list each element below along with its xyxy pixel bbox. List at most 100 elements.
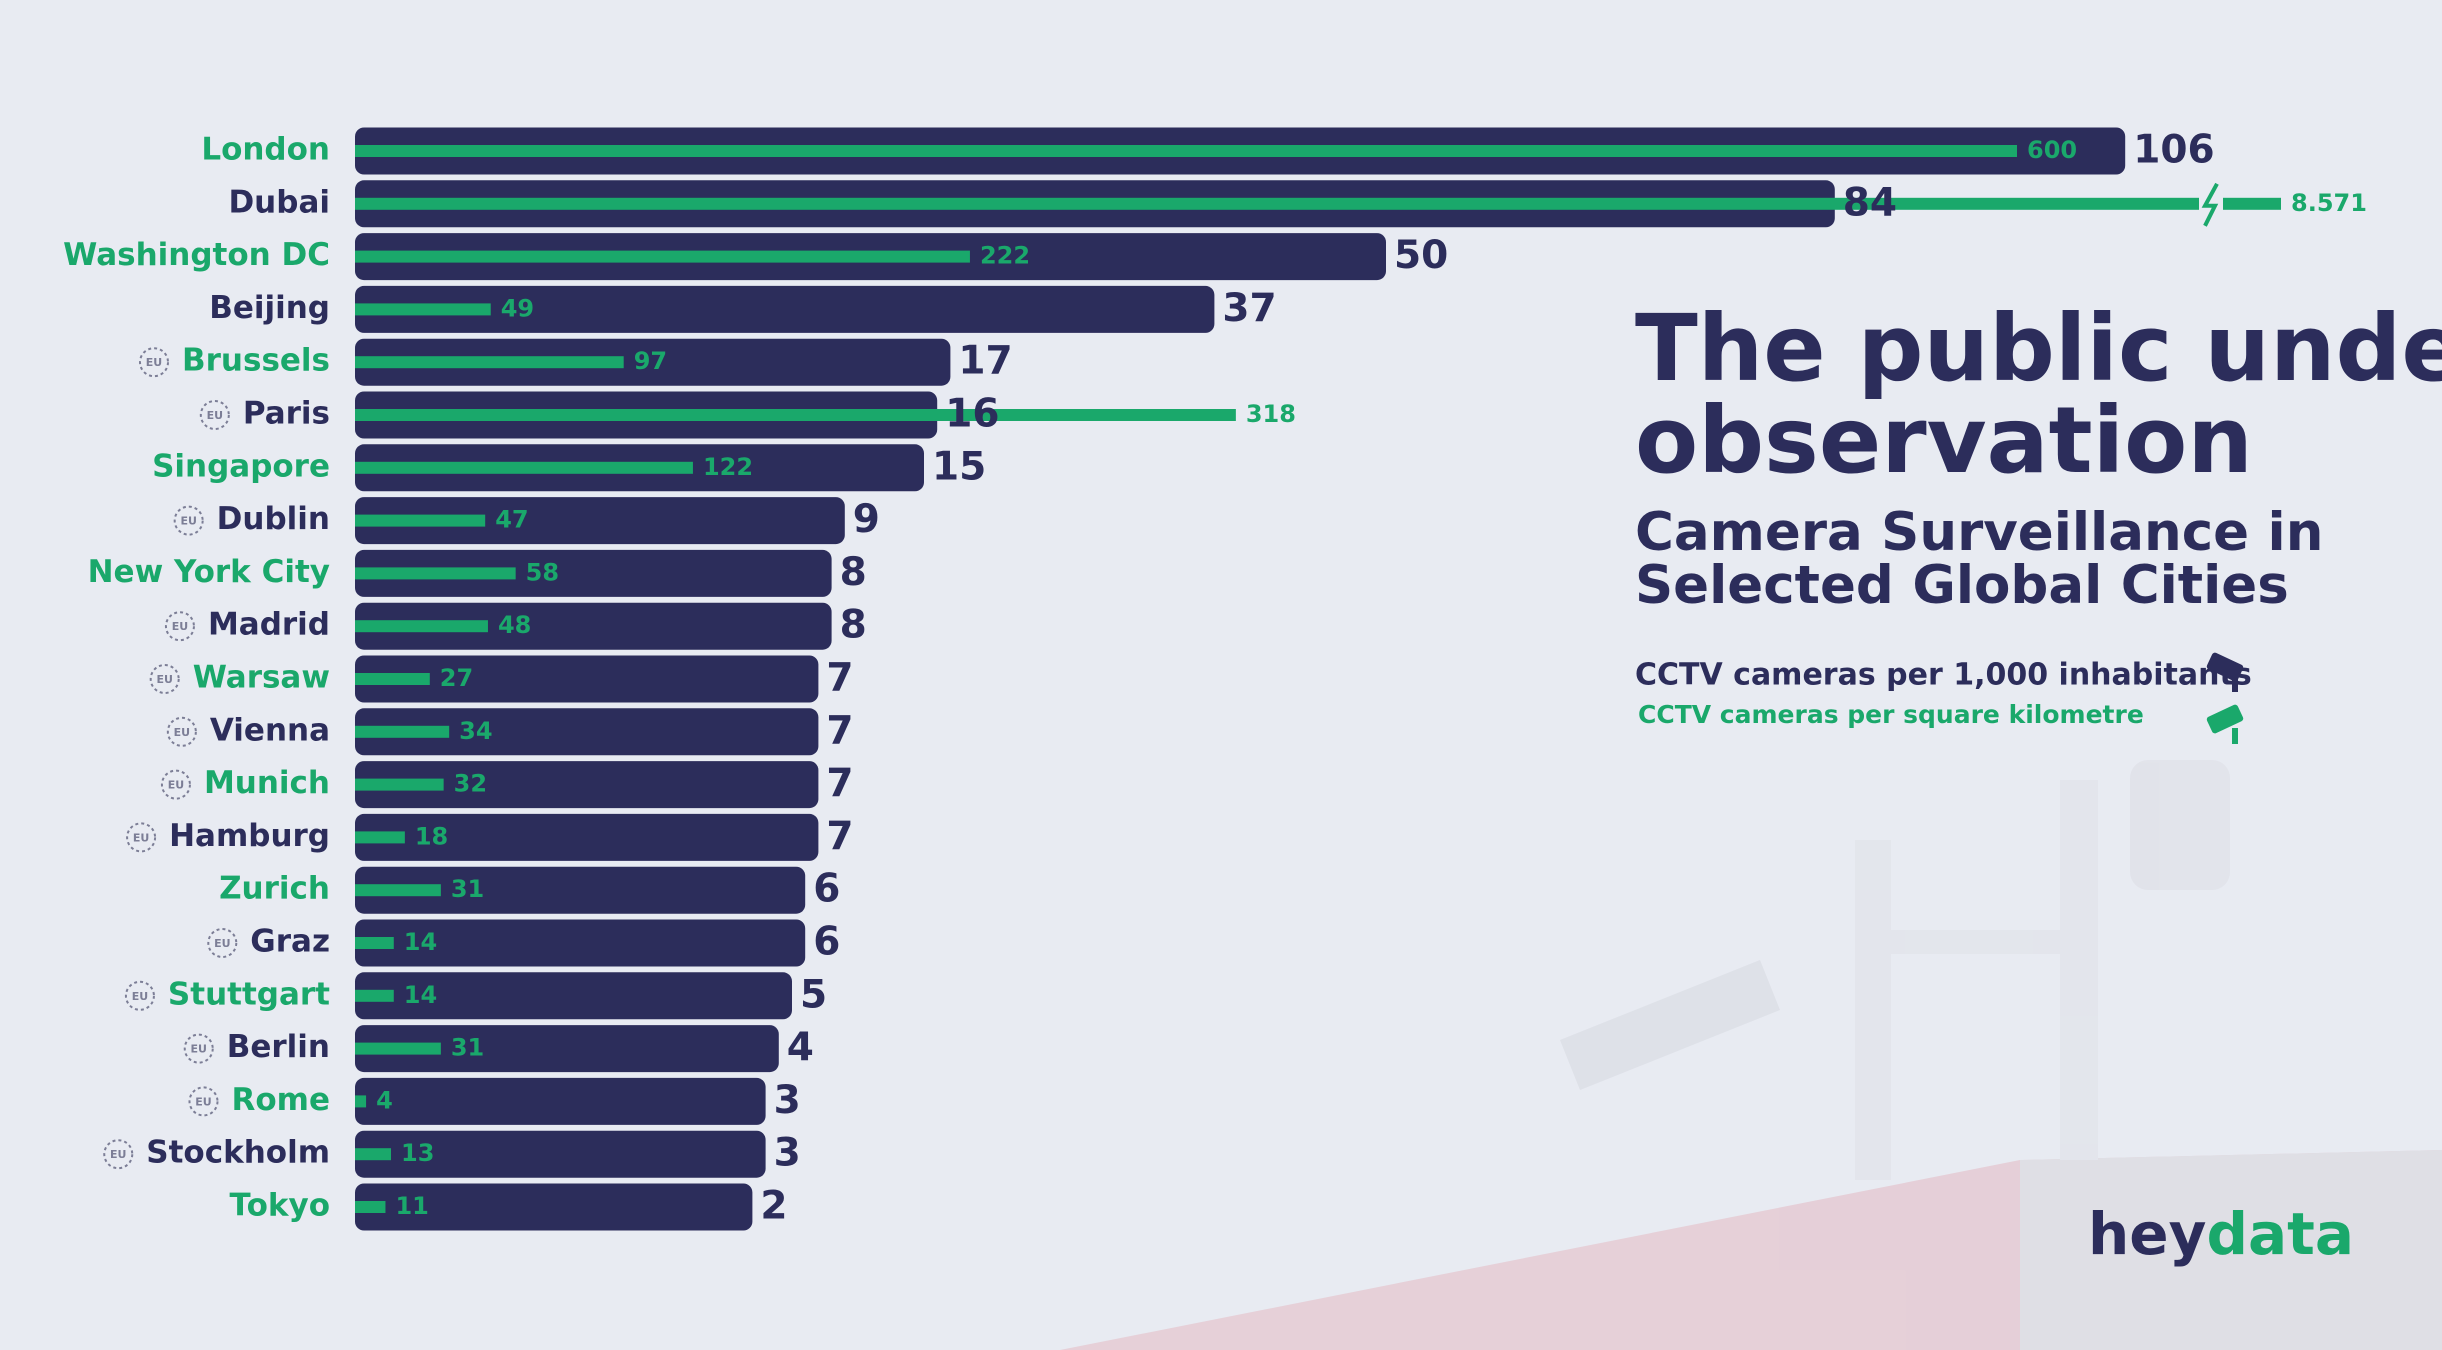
eu-badge-label: EU <box>174 726 190 739</box>
value-label: 8 <box>840 603 867 648</box>
eu-badge <box>173 505 204 536</box>
value-label: 318 <box>1246 400 1296 428</box>
title: The public under observation <box>1635 295 2442 494</box>
city-label: Beijing <box>209 290 330 326</box>
value-label: 32 <box>454 770 487 798</box>
line-bar <box>355 250 970 263</box>
brand-part: data <box>2206 1200 2354 1268</box>
line-bar <box>355 567 516 580</box>
value-label: 50 <box>1394 233 1448 278</box>
legend-label: CCTV cameras per square kilometre <box>1638 700 2144 729</box>
line-bar <box>355 673 430 685</box>
eu-badge-label: EU <box>146 356 162 369</box>
bar <box>355 285 1215 333</box>
eu-badge-label: EU <box>156 673 172 686</box>
line-bar <box>355 989 394 1002</box>
city-label: Zurich <box>219 871 330 907</box>
eu-badge-label: EU <box>132 990 148 1003</box>
line-bar <box>355 937 394 949</box>
line-bar <box>355 356 624 369</box>
value-label: 6 <box>813 867 840 912</box>
brand: heydata <box>2088 1200 2354 1268</box>
value-label: 13 <box>401 1139 434 1167</box>
city-label: Warsaw <box>193 660 330 696</box>
value-label: 6 <box>813 920 840 965</box>
city-label: Vienna <box>210 712 330 748</box>
bar <box>355 866 806 914</box>
bar <box>355 972 792 1020</box>
value-label: 122 <box>703 453 753 481</box>
eu-badge <box>166 716 197 747</box>
eu-badge-label: EU <box>172 620 188 633</box>
city-label: New York City <box>88 554 330 590</box>
city-label: Rome <box>232 1082 331 1118</box>
value-label: 7 <box>826 708 853 753</box>
bar <box>355 1077 766 1125</box>
city-label: Hamburg <box>169 818 330 854</box>
city-label: Washington DC <box>63 237 330 273</box>
line-bar <box>355 1201 386 1213</box>
eu-badge <box>164 611 195 642</box>
line-bar <box>355 725 450 738</box>
bar <box>355 1183 753 1231</box>
value-label: 3 <box>774 1078 801 1123</box>
eu-badge-label: EU <box>214 937 230 950</box>
value-label: 27 <box>440 664 473 692</box>
eu-badge <box>183 1033 214 1064</box>
eu-badge <box>126 822 157 853</box>
city-label: Dublin <box>217 501 330 537</box>
line-bar <box>355 197 2281 210</box>
line-bar <box>355 884 441 897</box>
value-label: 18 <box>415 822 448 850</box>
city-label: Dubai <box>228 184 330 220</box>
city-label: Brussels <box>182 343 330 379</box>
bar <box>355 761 819 809</box>
eu-badge-label: EU <box>110 1148 126 1161</box>
line-bar <box>355 1042 441 1055</box>
bar <box>355 338 951 386</box>
eu-badge-label: EU <box>191 1043 207 1056</box>
city-label: Singapore <box>152 448 330 484</box>
value-label: 17 <box>958 339 1012 384</box>
city-label: Graz <box>250 924 330 960</box>
bar <box>355 919 806 967</box>
eu-badge <box>103 1139 134 1170</box>
value-label: 106 <box>2133 128 2214 173</box>
city-label: Stockholm <box>146 1135 330 1171</box>
value-label: 9 <box>853 497 880 542</box>
value-label: 7 <box>826 656 853 701</box>
value-label: 49 <box>501 294 534 322</box>
value-label: 58 <box>526 558 559 586</box>
value-label: 37 <box>1222 286 1276 331</box>
city-label: Stuttgart <box>168 976 330 1012</box>
value-label: 222 <box>980 242 1030 270</box>
eu-badge <box>139 347 169 378</box>
bar <box>355 1025 779 1073</box>
bar <box>355 602 832 650</box>
eu-badge-label: EU <box>180 515 196 528</box>
value-label: 15 <box>932 444 986 489</box>
line-bar <box>355 461 693 474</box>
value-label: 14 <box>404 981 437 1009</box>
value-label: 4 <box>376 1086 393 1114</box>
line-bar <box>355 620 488 633</box>
value-label: 7 <box>826 814 853 859</box>
eu-badge-label: EU <box>207 409 223 422</box>
value-label: 600 <box>2027 136 2077 164</box>
line-bar <box>355 303 491 316</box>
eu-badge-label: EU <box>133 831 149 844</box>
eu-badge-label: EU <box>168 779 184 792</box>
value-label: 3 <box>774 1131 801 1176</box>
legend-icon <box>2206 652 2244 692</box>
line-bar <box>355 1148 392 1161</box>
background-photo <box>1060 760 2442 1350</box>
brand-part: hey <box>2088 1200 2206 1268</box>
bar <box>355 655 819 703</box>
eu-badge <box>188 1086 219 1117</box>
value-label: 11 <box>395 1192 428 1220</box>
value-label: 8.571 <box>2291 189 2367 217</box>
eu-badge <box>199 400 230 430</box>
city-label: Tokyo <box>230 1188 330 1224</box>
legend-icon <box>2206 704 2244 744</box>
